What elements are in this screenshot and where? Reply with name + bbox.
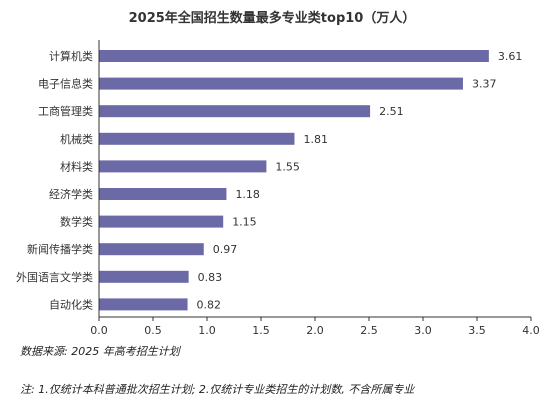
footnote: 注: 1.仅统计本科普通批次招生计划; 2.仅统计专业类招生的计划数, 不含所属… [20,383,415,396]
category-label: 新闻传播学类 [27,242,93,256]
bar [99,215,224,228]
value-label: 3.61 [498,50,523,63]
value-labels: 3.61 3.37 2.51 1.81 1.55 1.18 1.15 0.97 0.83 0.82 [197,50,523,311]
category-label: 计算机类 [49,49,93,63]
x-tick-label: 2.5 [360,324,378,337]
bar [99,105,371,118]
category-label: 经济学类 [49,187,93,201]
x-tick-label: 3.0 [414,324,432,337]
bar [99,132,295,145]
category-label: 材料类 [60,159,93,173]
x-tick-label: 2.0 [306,324,324,337]
bar [99,188,227,200]
value-label: 0.82 [197,298,222,311]
x-tick-label: 0.5 [144,324,162,337]
x-tick-label: 4.0 [522,324,540,337]
value-label: 0.83 [198,271,223,284]
value-label: 1.81 [303,133,328,146]
value-label: 0.97 [213,243,238,256]
category-label: 外国语言文学类 [16,270,93,284]
x-axis: 0.0 0.5 1.0 1.5 2.0 2.5 3.0 3.5 4.0 [90,40,540,337]
category-label: 电子信息类 [38,77,93,91]
chart-title: 2025年全国招生数量最多专业类top10（万人） [129,10,416,26]
bar [99,298,188,311]
category-label: 数学类 [60,215,93,229]
category-label: 机械类 [60,132,93,146]
x-tick-label: 3.5 [468,324,486,337]
bar [99,270,189,283]
value-label: 1.15 [232,216,257,229]
x-tick-label: 1.0 [198,324,216,337]
data-source-note: 数据来源: 2025 年高考招生计划 [20,345,180,358]
x-tick-label: 0.0 [90,324,108,337]
value-label: 2.51 [379,105,404,118]
category-labels: 计算机类电子信息类工商管理类机械类材料类经济学类数学类新闻传播学类外国语言文学类… [16,49,93,311]
category-label: 自动化类 [49,297,93,311]
bar [99,77,463,90]
bar [99,243,204,256]
bar [99,50,489,62]
bars-group [99,50,489,311]
category-label: 工商管理类 [38,104,93,118]
value-label: 1.18 [235,188,260,201]
value-label: 1.55 [275,160,300,173]
bar [99,160,267,173]
value-label: 3.37 [472,78,497,91]
x-tick-label: 1.5 [252,324,270,337]
bar-chart: 2025年全国招生数量最多专业类top10（万人） 计算机类电子信息类工商管理类… [16,10,540,337]
